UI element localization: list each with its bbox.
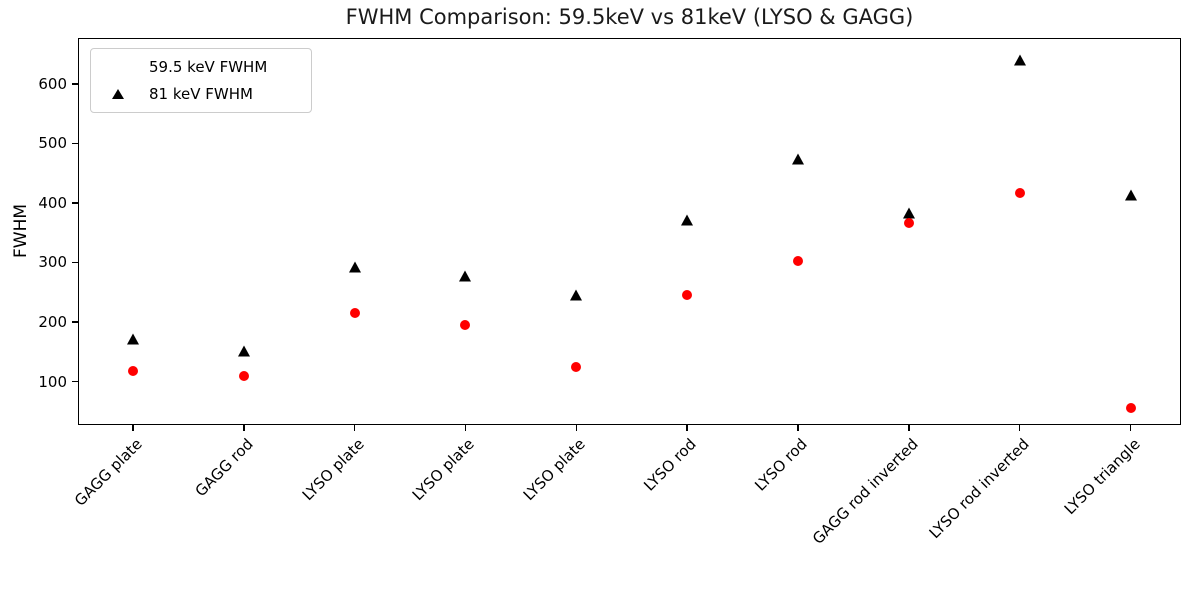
x-tick-mark: [1018, 425, 1021, 431]
plot-area: 59.5 keV FWHM 81 keV FWHM: [78, 38, 1181, 425]
legend: 59.5 keV FWHM 81 keV FWHM: [90, 48, 312, 113]
data-point-81kev: [1013, 54, 1026, 66]
y-tick-label: 200: [38, 312, 67, 331]
x-tick-mark: [797, 425, 799, 431]
x-tick-mark: [908, 425, 910, 431]
data-point-59-5kev: [238, 370, 249, 381]
y-tick-label: 300: [38, 253, 67, 272]
y-tick-mark: [72, 83, 78, 85]
legend-label-81kev: 81 keV FWHM: [149, 85, 253, 103]
x-tick-mark: [464, 425, 467, 431]
data-point-81kev: [570, 289, 583, 301]
y-tick-label: 100: [38, 372, 67, 391]
y-tick-mark: [72, 142, 78, 145]
data-point-59-5kev: [682, 290, 693, 301]
x-tick-mark: [686, 425, 688, 431]
data-point-59-5kev: [1014, 187, 1025, 198]
data-point-59-5kev: [349, 308, 360, 319]
data-point-81kev: [792, 153, 804, 165]
legend-entry-59-5kev: 59.5 keV FWHM: [103, 58, 301, 76]
data-point-81kev: [126, 333, 139, 345]
x-tick-mark: [132, 425, 134, 431]
y-axis-label: FWHM: [11, 203, 31, 259]
data-point-59-5kev: [903, 217, 914, 228]
data-point-81kev: [237, 345, 250, 357]
data-point-59-5kev: [793, 255, 803, 266]
legend-marker-wrap: [111, 89, 125, 99]
y-tick-label: 500: [38, 134, 67, 153]
data-point-81kev: [348, 261, 361, 273]
legend-label-59-5kev: 59.5 keV FWHM: [149, 58, 268, 76]
chart-title: FWHM Comparison: 59.5keV vs 81keV (LYSO …: [345, 5, 914, 29]
data-point-59-5kev: [571, 361, 582, 372]
data-point-59-5kev: [127, 365, 138, 376]
data-point-59-5kev: [1125, 403, 1136, 414]
data-point-81kev: [1124, 189, 1137, 201]
y-tick-label: 600: [38, 74, 67, 93]
x-tick-mark: [353, 425, 356, 431]
legend-entry-81kev: 81 keV FWHM: [103, 85, 301, 103]
triangle-marker-icon: [112, 89, 124, 99]
y-tick-mark: [72, 202, 78, 204]
x-tick-mark: [1129, 425, 1132, 431]
data-point-59-5kev: [460, 319, 471, 330]
circle-marker-icon: [112, 61, 124, 73]
legend-marker-wrap: [111, 61, 125, 73]
x-tick-mark: [575, 425, 578, 431]
data-point-81kev: [459, 270, 472, 282]
y-tick-label: 400: [38, 193, 67, 212]
y-tick-mark: [72, 321, 78, 323]
y-tick-mark: [72, 261, 78, 264]
x-tick-mark: [243, 425, 245, 431]
data-point-81kev: [902, 207, 915, 219]
data-point-81kev: [681, 214, 694, 226]
y-tick-mark: [72, 380, 78, 383]
